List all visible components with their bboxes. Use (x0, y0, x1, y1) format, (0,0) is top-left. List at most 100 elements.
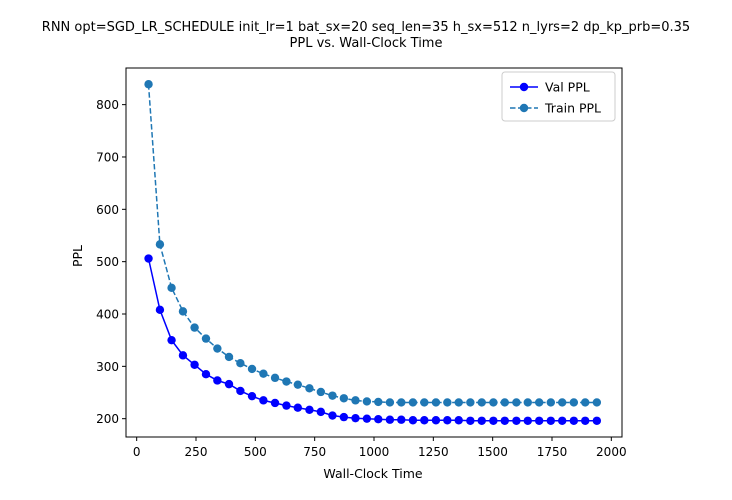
val-ppl-point (489, 416, 498, 425)
val-ppl-point (259, 396, 268, 405)
x-tick-label: 1250 (418, 445, 449, 459)
val-ppl-point (305, 405, 314, 414)
train-ppl-point (270, 373, 280, 383)
val-ppl-point (443, 416, 452, 425)
legend-train-ppl-label: Train PPL (544, 101, 601, 116)
y-tick-label: 200 (96, 412, 119, 426)
train-ppl-point (305, 384, 314, 393)
train-ppl-line (147, 84, 597, 404)
val-ppl-point (557, 416, 567, 425)
val-ppl-point (328, 411, 337, 420)
train-ppl-point (224, 352, 234, 362)
val-ppl-point (213, 376, 222, 385)
train-ppl-point (466, 398, 475, 407)
x-tick-label: 250 (185, 445, 208, 459)
val-ppl-point (339, 412, 349, 422)
val-ppl-point (592, 416, 602, 425)
train-ppl-point (489, 398, 498, 407)
val-ppl-point (190, 360, 199, 369)
val-ppl-point (178, 351, 188, 360)
val-ppl-point (454, 416, 463, 425)
val-ppl-point (523, 416, 532, 425)
train-ppl-point (523, 398, 532, 407)
x-tick-label: 1500 (477, 445, 508, 459)
val-ppl-point (466, 416, 475, 425)
train-ppl-point (362, 397, 372, 406)
x-tick-label: 2000 (596, 445, 627, 459)
y-tick-label: 400 (96, 308, 119, 322)
train-ppl-point (155, 240, 165, 249)
y-tick-label: 800 (96, 98, 119, 112)
legend-val-ppl-marker (519, 82, 529, 92)
train-ppl-point (443, 398, 452, 407)
y-axis: 200 300 400 500 600 700 800 (96, 98, 126, 426)
legend-val-ppl-label: Val PPL (545, 80, 590, 95)
val-ppl-point (224, 379, 234, 389)
train-ppl-point (316, 387, 326, 397)
train-ppl-point (339, 394, 349, 403)
val-ppl-point (270, 398, 280, 408)
train-ppl-point (512, 398, 521, 407)
plot-area (144, 80, 602, 425)
y-tick-label: 500 (96, 255, 119, 269)
train-ppl-point (144, 80, 153, 89)
val-ppl-point (431, 416, 441, 425)
x-axis: 0 250 500 750 1000 1250 1500 1750 2000 (133, 437, 627, 459)
train-ppl-point (178, 307, 188, 316)
val-ppl-point (569, 416, 579, 425)
train-ppl-point (408, 398, 418, 407)
train-ppl-point (167, 283, 176, 293)
train-ppl-point (190, 323, 199, 332)
val-ppl-point (408, 416, 418, 425)
train-ppl-point (454, 398, 463, 407)
val-ppl-point (374, 415, 383, 424)
y-axis-label: PPL (70, 245, 85, 267)
train-ppl-point (259, 369, 268, 378)
train-ppl-point (477, 398, 486, 407)
train-ppl-point (569, 398, 579, 407)
val-ppl-point (546, 416, 556, 425)
val-ppl-point (420, 416, 429, 425)
val-ppl-point (316, 407, 326, 417)
train-ppl-point (385, 398, 395, 407)
val-ppl-point (236, 386, 245, 396)
train-ppl-point (293, 380, 303, 389)
train-ppl-point (431, 398, 441, 407)
train-ppl-point (247, 364, 257, 374)
x-tick-label: 0 (133, 445, 141, 459)
y-tick-label: 300 (96, 360, 119, 374)
train-ppl-point (592, 398, 602, 407)
val-ppl-point (155, 305, 165, 315)
x-tick-label: 1000 (359, 445, 390, 459)
val-ppl-point (201, 369, 211, 379)
val-ppl-point (293, 403, 303, 412)
val-ppl-point (282, 401, 291, 410)
chart-subtitle: PPL vs. Wall-Clock Time (290, 36, 443, 51)
train-ppl-point (374, 397, 383, 407)
x-tick-label: 750 (303, 445, 326, 459)
train-ppl-point (420, 398, 429, 407)
val-ppl-point (362, 414, 372, 423)
val-ppl-point (385, 415, 395, 424)
axes-frame (125, 67, 623, 438)
chart-title: RNN opt=SGD_LR_SCHEDULE init_lr=1 bat_sx… (42, 20, 690, 35)
train-ppl-point (534, 398, 544, 407)
legend: Val PPL Train PPL (501, 71, 616, 122)
val-ppl-point (144, 254, 153, 263)
val-ppl-point (167, 335, 176, 345)
val-ppl-point (351, 413, 360, 423)
x-axis-label: Wall-Clock Time (323, 466, 423, 481)
x-tick-label: 500 (244, 445, 267, 459)
y-tick-label: 700 (96, 150, 119, 164)
train-ppl-point (236, 359, 245, 368)
legend-train-ppl-marker (519, 103, 529, 113)
train-ppl-point (328, 391, 337, 400)
val-ppl-point (247, 391, 257, 401)
val-ppl-point (581, 416, 590, 425)
val-ppl-point (477, 416, 486, 425)
val-ppl-point (534, 416, 544, 425)
train-ppl-point (351, 396, 360, 405)
val-ppl-line (147, 258, 597, 422)
